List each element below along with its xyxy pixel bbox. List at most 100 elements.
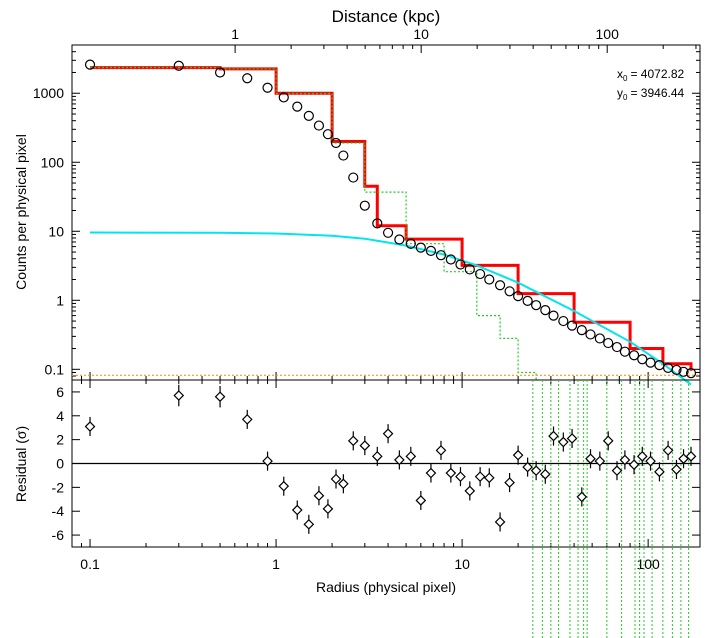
top-distance-tick-label: 100 bbox=[596, 26, 620, 42]
y0-annotation: y0 = 3946.44 bbox=[617, 86, 684, 102]
profile-data-point bbox=[548, 310, 559, 321]
residual-data-point bbox=[330, 473, 342, 485]
residual-data-point bbox=[504, 477, 515, 488]
y-tick-label: 0.1 bbox=[45, 361, 65, 377]
x0-annotation: x0 = 4072.82 bbox=[617, 67, 684, 83]
profile-data-point bbox=[173, 60, 184, 71]
top-panel-frame bbox=[71, 44, 701, 381]
bottom-panel: 0.1 1 10 100 6 4 2 0 -2 -4 -6 Residual (σ) Radius… bbox=[13, 379, 701, 638]
residual-data-point bbox=[415, 495, 427, 506]
profile-data-point bbox=[522, 295, 533, 306]
profile-data-point bbox=[455, 259, 466, 270]
top-distance-tick-label: 1 bbox=[231, 26, 239, 42]
x-tick-label: 1 bbox=[272, 556, 280, 572]
residual-points bbox=[84, 384, 697, 534]
residual-data-point bbox=[425, 467, 437, 479]
residual-data-point bbox=[382, 428, 394, 440]
profile-data-point bbox=[594, 333, 605, 344]
top-data-points bbox=[84, 59, 697, 379]
residual-data-point bbox=[576, 491, 588, 503]
residual-data-point bbox=[84, 421, 96, 432]
residual-data-point bbox=[483, 472, 495, 484]
profile-data-point bbox=[214, 67, 226, 78]
profile-data-point bbox=[540, 305, 551, 316]
profile-data-point bbox=[513, 291, 524, 302]
profile-data-point bbox=[348, 172, 359, 183]
y-tick-label: 1 bbox=[56, 292, 64, 308]
residual-data-point bbox=[522, 461, 533, 473]
residual-data-point bbox=[464, 485, 476, 497]
bottom-x-axis-ticks: 0.1 1 10 100 bbox=[71, 380, 660, 572]
profile-data-point bbox=[435, 250, 447, 261]
top-distance-tick-label: 10 bbox=[413, 26, 429, 42]
residual-data-point bbox=[662, 445, 674, 456]
residual-data-point bbox=[394, 454, 405, 466]
residual-data-point bbox=[512, 449, 524, 461]
profile-data-point bbox=[242, 73, 253, 84]
residual-tick-label: 4 bbox=[56, 408, 64, 424]
bottom-x-axis-label: Radius (physical pixel) bbox=[316, 579, 456, 595]
profile-data-point bbox=[628, 350, 640, 361]
profile-data-point bbox=[372, 218, 383, 229]
residual-data-point bbox=[445, 467, 457, 479]
residual-data-point bbox=[435, 445, 447, 456]
top-panel: Distance (kpc) 1 10 100 0.1 1 10 100 1000 Coun… bbox=[13, 7, 701, 386]
residual-data-point bbox=[628, 459, 640, 471]
residual-data-point bbox=[241, 414, 253, 425]
profile-data-point bbox=[262, 82, 273, 93]
profile-data-point bbox=[685, 368, 697, 379]
residual-tick-label: -2 bbox=[52, 479, 65, 495]
residual-data-point bbox=[557, 436, 569, 448]
top-axis-ticks: 1 10 100 bbox=[71, 26, 697, 380]
residual-data-point bbox=[359, 440, 371, 451]
residual-data-point bbox=[214, 391, 226, 403]
profile-data-point bbox=[405, 238, 416, 249]
residual-data-point bbox=[291, 504, 303, 516]
residual-data-point bbox=[338, 478, 349, 490]
profile-data-point bbox=[322, 129, 334, 140]
profile-data-point bbox=[558, 315, 569, 327]
residual-data-point bbox=[322, 503, 334, 515]
profile-data-point bbox=[445, 254, 456, 265]
residual-data-point bbox=[602, 435, 614, 447]
profile-data-point bbox=[278, 92, 289, 103]
residual-data-point bbox=[611, 465, 623, 477]
profile-data-point bbox=[576, 324, 587, 336]
residual-data-point bbox=[313, 490, 325, 502]
profile-data-point bbox=[566, 320, 578, 331]
residual-data-point bbox=[455, 471, 466, 482]
residual-data-point bbox=[278, 480, 290, 492]
residual-data-point bbox=[548, 430, 559, 442]
bottom-core-residual-lines bbox=[532, 380, 690, 638]
profile-data-point bbox=[585, 329, 596, 340]
residual-data-point bbox=[671, 464, 682, 475]
residual-tick-label: 2 bbox=[56, 432, 64, 448]
profile-data-point bbox=[338, 150, 349, 161]
x-tick-label: 0.1 bbox=[80, 556, 100, 572]
residual-data-point bbox=[654, 466, 665, 478]
residual-data-point bbox=[262, 455, 273, 467]
residual-data-point bbox=[619, 454, 631, 466]
y-tick-label: 10 bbox=[48, 223, 64, 239]
top-panel-y-ticks: 0.1 1 10 100 1000 bbox=[33, 44, 700, 381]
residual-tick-label: 0 bbox=[56, 456, 64, 472]
residual-tick-label: -4 bbox=[52, 503, 65, 519]
residual-data-point bbox=[474, 471, 486, 482]
residual-data-point bbox=[636, 450, 648, 462]
profile-data-point bbox=[494, 280, 506, 291]
profile-data-point bbox=[359, 200, 370, 211]
profile-data-point bbox=[531, 300, 542, 311]
profile-data-point bbox=[464, 264, 475, 275]
y-tick-label: 1000 bbox=[33, 85, 64, 101]
profile-data-point bbox=[619, 346, 630, 357]
residual-data-point bbox=[405, 450, 417, 462]
residual-tick-label: 6 bbox=[56, 384, 64, 400]
residual-data-point bbox=[347, 435, 359, 447]
residual-data-point bbox=[678, 453, 689, 465]
profile-data-point bbox=[611, 341, 623, 353]
y-tick-label: 100 bbox=[41, 154, 65, 170]
residual-data-point bbox=[173, 390, 185, 401]
residual-tick-label: -6 bbox=[52, 527, 65, 543]
residual-data-point bbox=[685, 450, 697, 462]
